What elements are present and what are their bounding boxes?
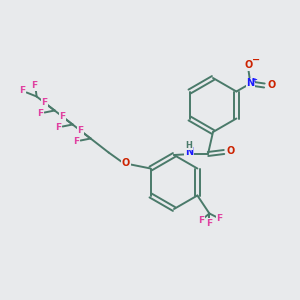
Text: F: F	[38, 109, 44, 118]
Text: N: N	[246, 79, 254, 88]
Text: F: F	[60, 112, 66, 121]
Text: N: N	[185, 147, 193, 157]
Text: F: F	[20, 86, 26, 95]
Text: F: F	[206, 219, 212, 228]
Text: O: O	[244, 61, 253, 70]
Text: F: F	[78, 126, 84, 135]
Text: F: F	[74, 137, 80, 146]
Text: +: +	[251, 77, 257, 83]
Text: F: F	[42, 98, 48, 107]
Text: O: O	[122, 158, 130, 167]
Text: F: F	[32, 81, 38, 90]
Text: F: F	[216, 214, 222, 223]
Text: F: F	[56, 123, 62, 132]
Text: O: O	[227, 146, 235, 156]
Text: H: H	[186, 140, 192, 149]
Text: −: −	[252, 55, 260, 64]
Text: F: F	[198, 216, 204, 225]
Text: O: O	[267, 80, 275, 91]
